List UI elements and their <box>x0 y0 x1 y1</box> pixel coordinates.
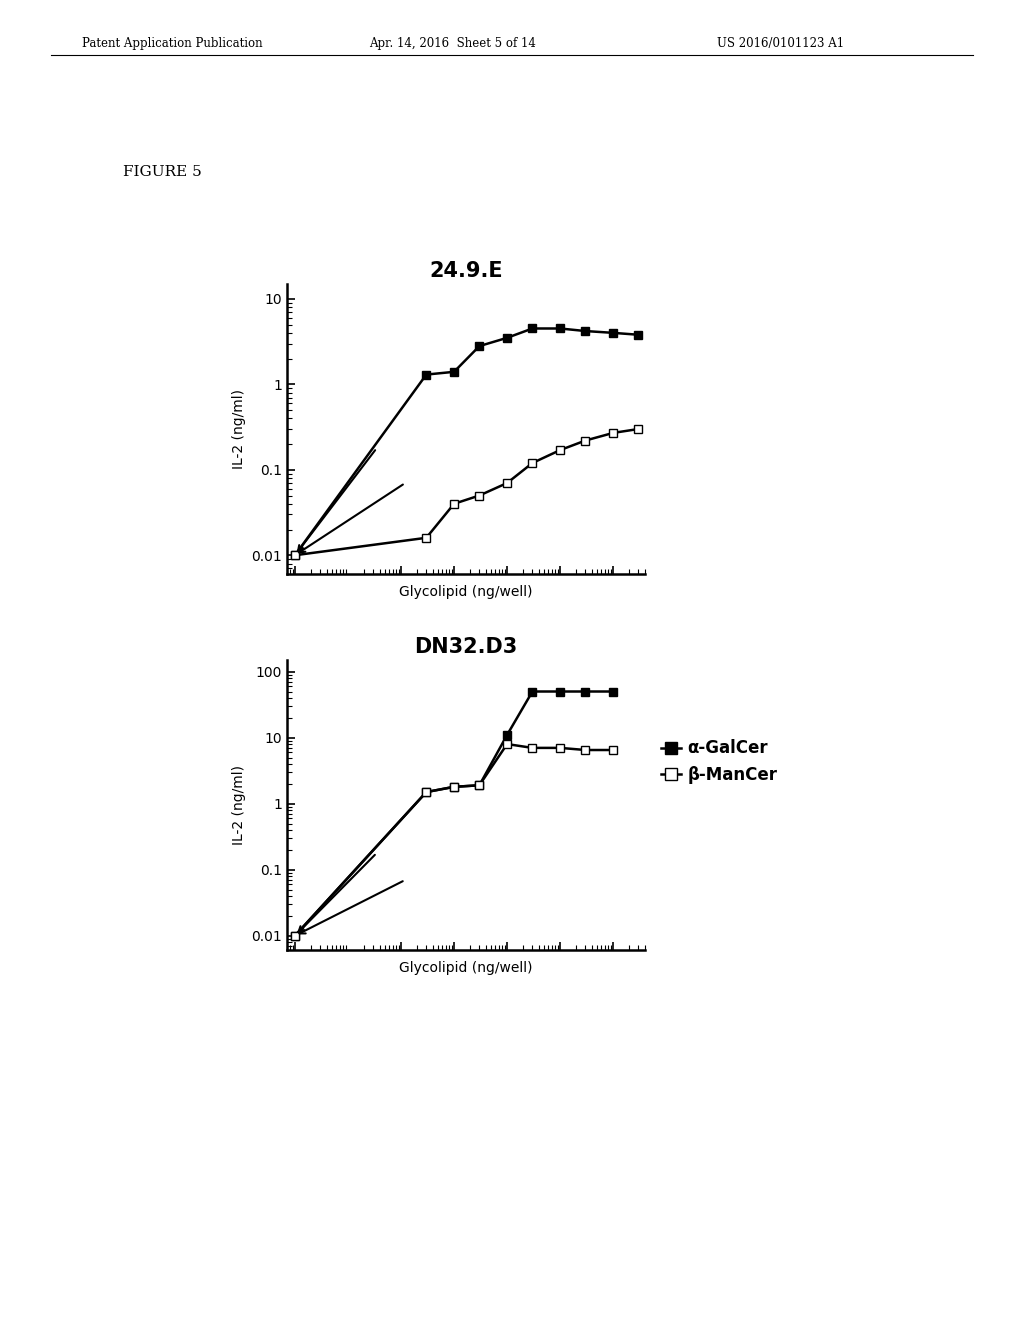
Title: DN32.D3: DN32.D3 <box>415 638 517 657</box>
Text: Patent Application Publication: Patent Application Publication <box>82 37 262 50</box>
Y-axis label: IL-2 (ng/ml): IL-2 (ng/ml) <box>231 389 246 469</box>
Text: US 2016/0101123 A1: US 2016/0101123 A1 <box>717 37 844 50</box>
Text: FIGURE 5: FIGURE 5 <box>123 165 202 180</box>
X-axis label: Glycolipid (ng/well): Glycolipid (ng/well) <box>399 585 532 598</box>
Text: Apr. 14, 2016  Sheet 5 of 14: Apr. 14, 2016 Sheet 5 of 14 <box>369 37 536 50</box>
Y-axis label: IL-2 (ng/ml): IL-2 (ng/ml) <box>231 766 246 845</box>
Title: 24.9.E: 24.9.E <box>429 261 503 281</box>
Legend: α-GalCer, β-ManCer: α-GalCer, β-ManCer <box>660 739 777 784</box>
X-axis label: Glycolipid (ng/well): Glycolipid (ng/well) <box>399 961 532 974</box>
